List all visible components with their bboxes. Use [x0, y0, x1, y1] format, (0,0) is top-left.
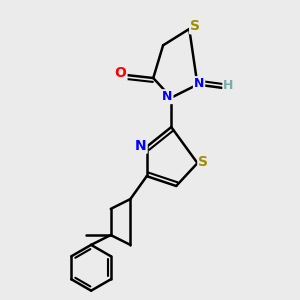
Text: S: S: [190, 19, 200, 33]
Text: N: N: [135, 139, 147, 153]
Text: N: N: [162, 90, 172, 103]
Text: S: S: [198, 155, 208, 169]
Text: N: N: [194, 77, 204, 90]
Text: O: O: [115, 66, 127, 80]
Text: H: H: [223, 79, 234, 92]
